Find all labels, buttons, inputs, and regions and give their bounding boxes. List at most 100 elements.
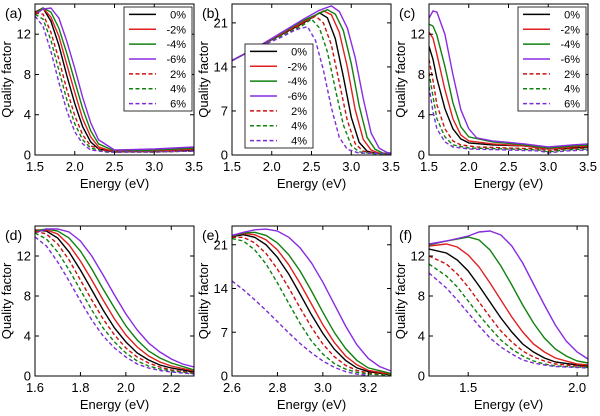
x-tick-label: 1.6	[26, 380, 44, 395]
x-tick-label: 3.5	[579, 159, 597, 174]
series-group	[35, 228, 194, 375]
legend: 0% -2% -4% -6% 2% 4% 6%	[123, 6, 193, 112]
series-line-3	[35, 228, 194, 371]
x-tick-label: 2.5	[105, 159, 123, 174]
y-tick-label: 8	[24, 67, 31, 82]
y-tick-label: 7	[221, 103, 228, 118]
x-tick-label: 3.5	[382, 159, 400, 174]
legend-entry-label: 0%	[564, 9, 580, 21]
x-tick-label: 2.0	[117, 380, 135, 395]
legend-entry-label: -2%	[287, 61, 307, 73]
panel-d: 1.6 1.8 2.0 2.2 0 4 8 12 Energy (eV) Quality fact…	[0, 225, 195, 412]
legend-entry-label: 2%	[170, 69, 186, 81]
x-tick-label: 1.5	[223, 159, 241, 174]
series-line-5	[232, 236, 391, 376]
x-axis-label: Energy (eV)	[474, 176, 543, 191]
series-line-4	[232, 5, 391, 154]
legend: 0% -2% -4% -6% 2% 4% 4%	[244, 43, 314, 149]
x-tick-label: 2.8	[268, 380, 286, 395]
y-tick-label: 14	[214, 281, 228, 296]
panel-label: (d)	[5, 227, 22, 243]
series-group	[429, 230, 588, 369]
legend-entry-label: 4%	[564, 84, 580, 96]
series-line-1	[35, 229, 194, 373]
series-line-7	[232, 280, 369, 376]
x-tick-label: 3.5	[185, 159, 203, 174]
y-tick-label: 0	[221, 148, 228, 163]
y-tick-label: 12	[411, 249, 425, 264]
series-line-6	[429, 263, 588, 369]
series-group	[232, 5, 391, 155]
y-tick-label: 7	[221, 325, 228, 340]
series-line-4	[429, 10, 588, 148]
series-line-5	[35, 12, 194, 153]
series-line-7	[232, 25, 391, 155]
legend-entry-label: -6%	[166, 54, 186, 66]
series-line-6	[429, 72, 588, 153]
plot-frame	[34, 225, 195, 377]
panel-f: 1.5 2.0 0 4 8 12 Energy (eV) Quality factor (f)	[393, 225, 589, 412]
plot-frame	[231, 225, 392, 377]
series-line-1	[429, 248, 588, 367]
series-line-6	[232, 18, 391, 155]
panel-c: 1.5 2.0 2.5 3.0 3.5 0 4 8 12 Energy (eV) Quality f…	[393, 3, 597, 191]
panel-label: (e)	[202, 227, 219, 243]
y-tick-label: 12	[411, 27, 425, 42]
panel-label: (b)	[202, 5, 219, 21]
series-line-2	[429, 243, 588, 366]
y-tick-label: 8	[418, 289, 425, 304]
x-axis-label: Energy (eV)	[277, 397, 346, 412]
series-line-3	[232, 231, 391, 375]
series-line-1	[232, 233, 391, 376]
y-tick-label: 8	[24, 289, 31, 304]
panel-label: (a)	[5, 5, 22, 21]
series-line-2	[429, 31, 588, 150]
x-tick-label: 3.0	[342, 159, 360, 174]
legend-entry-label: -4%	[166, 39, 186, 51]
x-axis-label: Energy (eV)	[80, 176, 149, 191]
series-line-7	[35, 236, 194, 375]
y-tick-label: 14	[214, 59, 228, 74]
legend-entry-label: 2%	[564, 69, 580, 81]
x-tick-label: 2.0	[263, 159, 281, 174]
series-line-5	[429, 59, 588, 152]
x-tick-label: 3.0	[314, 380, 332, 395]
y-tick-label: 0	[221, 369, 228, 384]
x-tick-label: 2.5	[302, 159, 320, 174]
series-line-5	[35, 230, 194, 374]
series-line-4	[35, 228, 194, 368]
series-line-4	[232, 228, 391, 372]
y-axis-label: Quality factor	[196, 262, 211, 339]
legend-entry-label: 4%	[291, 121, 307, 133]
x-tick-label: 1.5	[26, 159, 44, 174]
series-group	[232, 228, 391, 376]
y-axis-label: Quality factor	[393, 262, 408, 339]
y-tick-label: 4	[24, 107, 31, 122]
panel-b: 1.5 2.0 2.5 3.0 3.5 0 7 14 21 Energy (eV) Quality …	[196, 3, 400, 191]
series-line-6	[232, 237, 391, 376]
panel-a: 1.5 2.0 2.5 3.0 3.5 0 4 8 12 Energy (eV) Quality f…	[0, 3, 203, 191]
legend-entry-label: 6%	[170, 99, 186, 111]
y-tick-label: 4	[418, 329, 425, 344]
x-axis-label: Energy (eV)	[474, 397, 543, 412]
legend-entry-label: 6%	[564, 99, 580, 111]
legend-entry-label: -4%	[287, 76, 307, 88]
series-line-5	[429, 255, 588, 368]
legend-entry-label: 4%	[170, 84, 186, 96]
panel-e: 2.6 2.8 3.0 3.2 0 7 14 21 Energy (eV) Quality fac…	[196, 225, 392, 412]
x-tick-label: 1.8	[71, 380, 89, 395]
series-line-3	[35, 7, 194, 152]
panel-label: (c)	[399, 5, 415, 21]
y-tick-label: 12	[17, 249, 31, 264]
y-axis-label: Quality factor	[196, 41, 211, 118]
series-line-3	[429, 236, 588, 364]
legend-entry-label: 2%	[291, 106, 307, 118]
y-tick-label: 8	[418, 67, 425, 82]
y-tick-label: 4	[418, 107, 425, 122]
series-group	[429, 10, 588, 154]
legend: 0% -2% -4% -6% 2% 4% 6%	[517, 6, 587, 112]
series-line-3	[429, 23, 588, 149]
series-line-6	[35, 232, 194, 375]
legend-entry-label: 0%	[291, 46, 307, 58]
y-tick-label: 0	[418, 369, 425, 384]
